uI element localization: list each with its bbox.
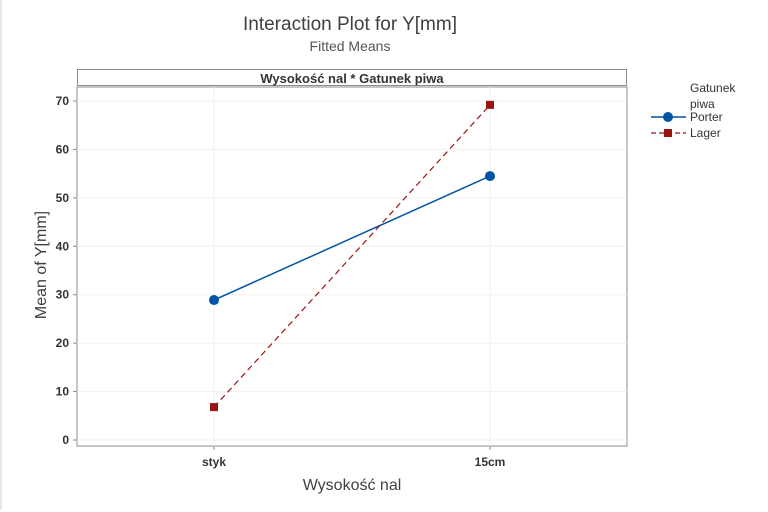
- legend-title-line2: piwa: [690, 97, 715, 111]
- panel-header: Wysokość nal * Gatunek piwa: [77, 69, 627, 86]
- legend-item-porter: Porter: [690, 110, 723, 124]
- svg-text:0: 0: [62, 433, 69, 447]
- svg-text:40: 40: [56, 239, 70, 253]
- svg-text:60: 60: [56, 142, 70, 156]
- svg-text:70: 70: [56, 94, 70, 108]
- svg-text:30: 30: [56, 288, 70, 302]
- legend-item-lager: Lager: [690, 126, 721, 140]
- y-axis-label: Mean of Y[mm]: [33, 210, 50, 320]
- svg-text:15cm: 15cm: [475, 455, 506, 469]
- legend-title-line1: Gatunek: [690, 81, 736, 95]
- svg-text:styk: styk: [202, 455, 226, 469]
- chart-title: Interaction Plot for Y[mm]: [242, 14, 457, 35]
- svg-text:10: 10: [56, 385, 70, 399]
- legend-title: Gatunek piwa: [690, 80, 735, 112]
- chart-subtitle: Fitted Means: [309, 38, 391, 54]
- svg-text:50: 50: [56, 191, 70, 205]
- svg-text:20: 20: [56, 336, 70, 350]
- x-axis-label: Wysokość nal: [302, 477, 402, 494]
